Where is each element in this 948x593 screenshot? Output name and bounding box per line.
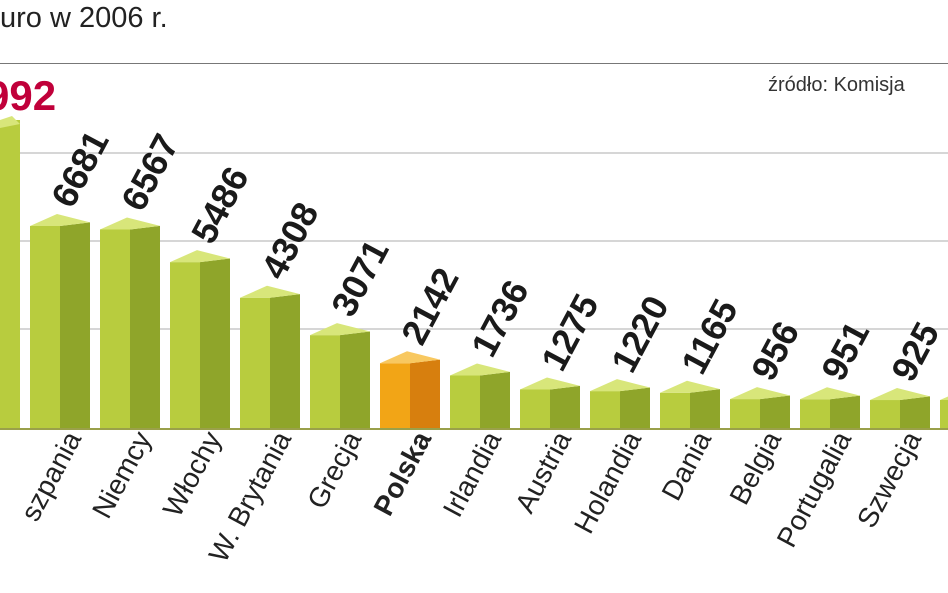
value-label-2: 5486 xyxy=(183,160,257,250)
bar-2-front xyxy=(170,262,200,428)
bar-3-top xyxy=(240,285,300,298)
value-label-1: 6567 xyxy=(113,127,187,217)
bar-9-side xyxy=(690,389,720,428)
category-label-1: Niemcy xyxy=(86,426,157,523)
bar-8-front xyxy=(590,391,620,428)
category-label-4: Grecja xyxy=(301,426,367,514)
bar-1-front xyxy=(100,229,130,428)
bar-4-top xyxy=(310,323,370,336)
bar-1-side xyxy=(130,225,160,428)
value-label-first: 992 xyxy=(0,72,56,119)
bar-7-side xyxy=(550,385,580,428)
bar-1-top xyxy=(100,217,160,230)
bar-7-front xyxy=(520,389,550,428)
bar-6-side xyxy=(480,371,510,428)
category-label-2: Włochy xyxy=(157,426,227,522)
bar-3-side xyxy=(270,294,300,428)
category-label-10: Belgia xyxy=(723,426,787,510)
bar-8-top xyxy=(590,379,650,392)
bar-11-top xyxy=(800,387,860,400)
bar-0-side xyxy=(60,222,90,428)
bar-12-top xyxy=(870,388,930,401)
source-note: źródło: Komisja xyxy=(768,74,905,96)
bar-3-front xyxy=(240,297,270,428)
bar-6-top xyxy=(450,363,510,376)
bar-0-top xyxy=(30,214,90,226)
value-label-7: 1275 xyxy=(533,287,607,377)
category-label-12: Szwecja xyxy=(851,426,928,533)
value-label-10: 956 xyxy=(743,315,807,387)
bar-11-front xyxy=(800,399,830,428)
bar-0-front xyxy=(30,226,60,428)
category-label-7: Austria xyxy=(509,426,577,518)
value-label-8: 1220 xyxy=(603,289,677,379)
bar-8-side xyxy=(620,387,650,428)
bar-2-side xyxy=(200,258,230,428)
bar-9-front xyxy=(660,392,690,428)
bar-7-top xyxy=(520,377,580,390)
bar-9-top xyxy=(660,380,720,393)
bar-10-front xyxy=(730,399,760,428)
bar-13-front xyxy=(940,400,948,428)
bar-first-partial-top xyxy=(0,116,20,128)
bar-10-side xyxy=(760,395,790,428)
category-label-9: Dania xyxy=(656,426,718,506)
bar-12-side xyxy=(900,396,930,428)
value-label-0: 6681 xyxy=(43,124,117,214)
bar-12-front xyxy=(870,400,900,428)
chart-title: uro w 2006 r. xyxy=(0,2,168,34)
value-label-11: 951 xyxy=(813,315,877,387)
bar-4-side xyxy=(340,331,370,428)
category-label-6: Irlandia xyxy=(437,426,508,522)
bar-2-top xyxy=(170,250,230,263)
value-label-6: 1736 xyxy=(463,273,537,363)
bar-5-front xyxy=(380,363,410,428)
bar-13-top xyxy=(940,396,948,400)
category-label-5: Polska xyxy=(368,426,438,521)
bar-11-side xyxy=(830,395,860,428)
bar-5-side xyxy=(410,359,440,428)
bar-5-top xyxy=(380,351,440,364)
bar-6-front xyxy=(450,375,480,428)
category-label-0: szpania xyxy=(15,426,88,526)
value-label-4: 3071 xyxy=(323,233,397,323)
value-label-9: 1165 xyxy=(673,292,746,380)
bar-first-partial xyxy=(0,120,20,428)
title-divider xyxy=(0,63,948,64)
category-label-8: Holandia xyxy=(568,426,647,539)
value-label-5: 2142 xyxy=(393,261,467,351)
bar-10-top xyxy=(730,387,790,400)
bar-4-front xyxy=(310,335,340,428)
value-label-12: 925 xyxy=(883,315,947,387)
